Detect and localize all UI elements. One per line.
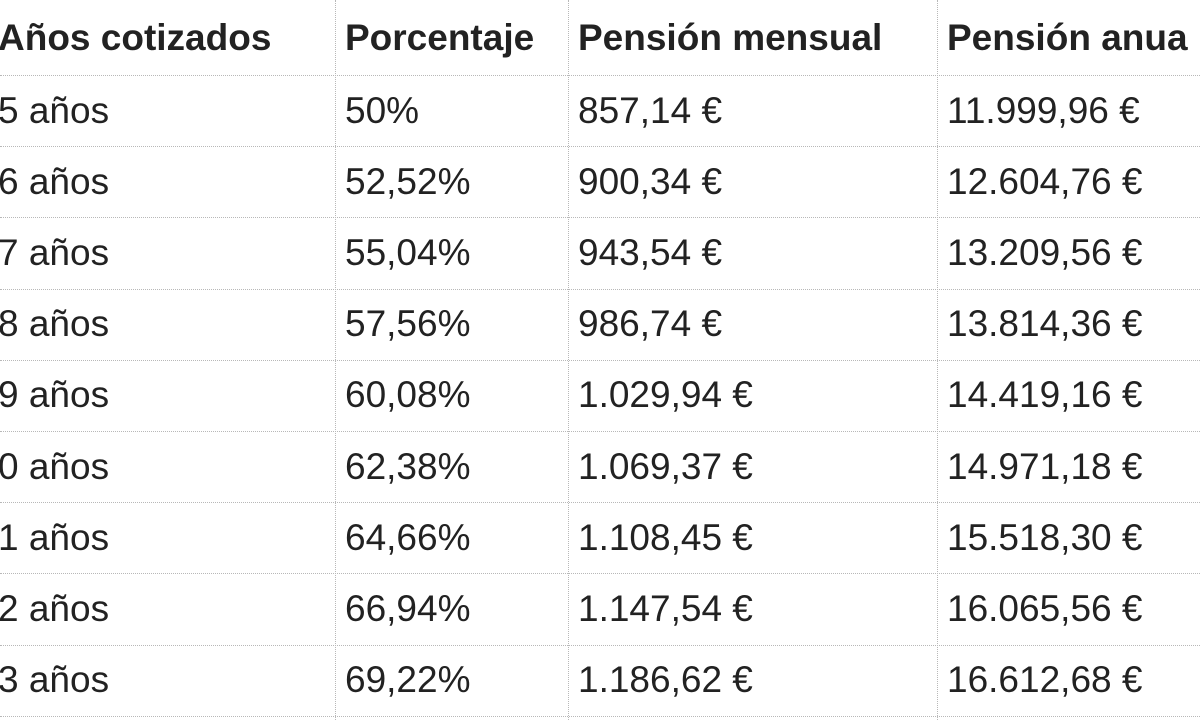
row-border [0,715,1200,717]
table-cell: 9 años [0,374,110,416]
table-cell: 1 años [0,516,110,558]
table-cell: 62,38% [345,445,471,487]
table-cell: 1.186,62 € [578,659,753,701]
table-cell: 66,94% [345,587,471,629]
row-border [0,288,1200,290]
table-cell: 13.209,56 € [947,231,1143,273]
table-cell: 60,08% [345,374,471,416]
table-cell: 857,14 € [578,89,723,131]
table-cell: 13.814,36 € [947,303,1143,345]
column-border [937,0,938,720]
row-border [0,146,1200,148]
table-cell: 3 años [0,659,110,701]
header-cell: Pensión mensual [578,16,883,58]
table-cell: 986,74 € [578,303,723,345]
table-cell: 900,34 € [578,160,723,202]
row-border [0,75,1200,76]
table-cell: 5 años [0,89,110,131]
table-cell: 69,22% [345,659,471,701]
row-border [0,573,1200,575]
table-cell: 1.108,45 € [578,516,753,558]
table-cell: 57,56% [345,303,471,345]
header-cell: Porcentaje [345,16,535,58]
table-cell: 52,52% [345,160,471,202]
table-cell: 64,66% [345,516,471,558]
table-cell: 50% [345,89,420,131]
row-border [0,502,1200,504]
table-cell: 943,54 € [578,231,723,273]
table-cell: 55,04% [345,231,471,273]
row-border [0,431,1200,432]
table-cell: 11.999,96 € [947,89,1140,131]
column-border [568,0,569,720]
table-cell: 1.029,94 € [578,374,753,416]
table-cell: 14.971,18 € [947,445,1143,487]
row-border [0,217,1200,219]
table-cell: 7 años [0,231,110,273]
table-cell: 16.065,56 € [947,587,1143,629]
table-cell: 2 años [0,587,110,629]
table-cell: 16.612,68 € [947,659,1143,701]
row-border [0,644,1200,646]
table-cell: 15.518,30 € [947,516,1143,558]
column-border [335,0,336,720]
table-cell: 12.604,76 € [947,160,1143,202]
table-cell: 6 años [0,160,110,202]
table-cell: 8 años [0,303,110,345]
table-cell: 1.147,54 € [578,587,753,629]
row-border [0,359,1200,361]
table-cell: 1.069,37 € [578,445,753,487]
table-cell: 0 años [0,445,110,487]
header-cell: Pensión anua [947,16,1188,58]
table-cell: 14.419,16 € [947,374,1143,416]
header-cell: Años cotizados [0,16,272,58]
